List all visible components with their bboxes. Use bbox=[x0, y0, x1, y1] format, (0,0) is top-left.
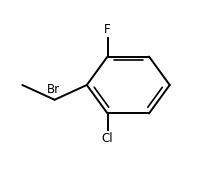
Text: Cl: Cl bbox=[102, 132, 113, 145]
Text: F: F bbox=[104, 23, 111, 36]
Text: Br: Br bbox=[47, 83, 60, 96]
